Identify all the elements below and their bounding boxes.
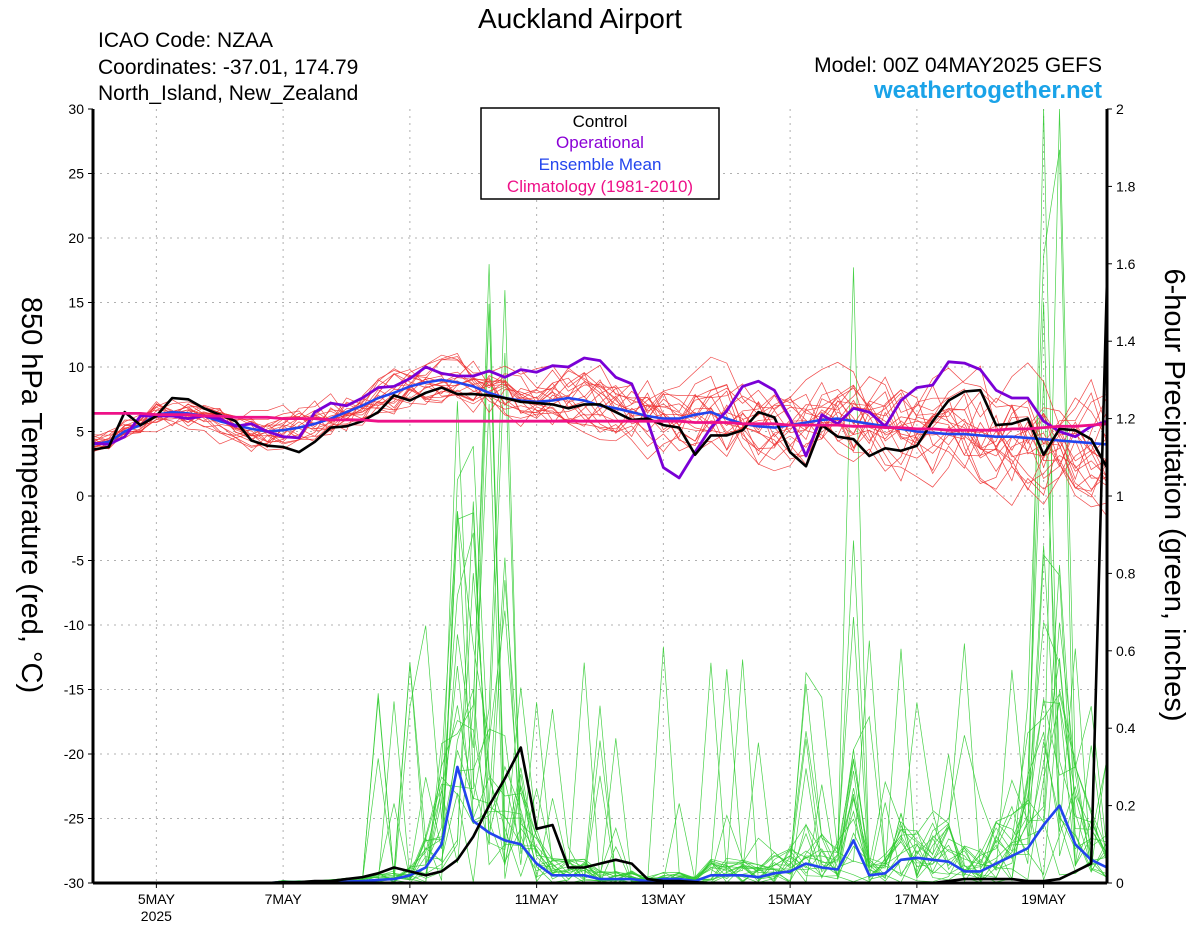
y-left-tick-label: -20 [64, 746, 84, 762]
y-right-tick-label: 1.6 [1116, 256, 1136, 272]
y-left-tick-label: 10 [68, 359, 84, 375]
temperature-member-line [92, 375, 1108, 455]
x-tick-label: 17MAY [894, 891, 940, 907]
temperature-member-line [92, 360, 1108, 495]
x-tick-label: 7MAY [265, 891, 303, 907]
y-left-tick-label: -15 [64, 682, 84, 698]
y-left-tick-label: -30 [64, 875, 84, 891]
icao-code: ICAO Code: NZAA [98, 29, 273, 52]
legend-control: Control [573, 112, 628, 131]
legend-box [480, 107, 720, 200]
x-tick-label: 9MAY [391, 891, 429, 907]
site-link[interactable]: weathertogether.net [873, 77, 1102, 104]
precip-member-line [93, 403, 1108, 884]
legend-climatology: Climatology (1981-2010) [507, 177, 693, 196]
precip-member-line [93, 512, 1108, 884]
y-axis-left-label: 850 hPa Temperature (red, °C) [15, 297, 47, 693]
y-right-tick-label: 0.2 [1116, 798, 1136, 814]
precip-member-line [93, 264, 1108, 884]
y-right-tick-label: 1.2 [1116, 411, 1136, 427]
temperature-control-line [92, 386, 1109, 490]
y-left-tick-label: 30 [68, 101, 84, 117]
chart-title: Auckland Airport [478, 3, 682, 34]
y-right-tick-label: 0.6 [1116, 643, 1136, 659]
precip-member-line [93, 510, 1108, 884]
temperature-member-line [92, 368, 1108, 469]
x-tick-label: 11MAY [515, 891, 559, 907]
precip-member-line [93, 540, 1108, 884]
precip-member-line [93, 501, 1108, 884]
y-left-tick-label: 20 [68, 230, 84, 246]
legend: Control Operational Ensemble Mean Climat… [480, 107, 720, 200]
series-lines [92, 277, 1109, 885]
x-year-label: 2025 [141, 908, 172, 924]
y-right-tick-label: 2 [1116, 101, 1124, 117]
temperature-climatology-line [93, 411, 1109, 432]
x-tick-label: 5MAY [138, 891, 176, 907]
x-tick-label: 19MAY [1021, 891, 1067, 907]
coordinates: Coordinates: -37.01, 174.79 [98, 56, 358, 79]
y-left-tick-label: -10 [64, 617, 84, 633]
precip-member-line [93, 149, 1108, 884]
y-right-tick-label: 0 [1116, 875, 1124, 891]
temperature-member-line [92, 352, 1108, 508]
x-tick-label: 15MAY [768, 891, 814, 907]
precip-member-line [93, 573, 1108, 884]
temperature-member-line [92, 375, 1108, 481]
temperature-member-line [92, 361, 1108, 482]
legend-operational: Operational [556, 133, 644, 152]
precip-member-line [93, 304, 1108, 884]
precip-member-line [93, 445, 1108, 884]
y-right-tick-label: 1 [1116, 488, 1124, 504]
y-right-tick-label: 0.8 [1116, 565, 1136, 581]
y-left-tick-label: -5 [72, 553, 85, 569]
y-right-tick-label: 0.4 [1116, 720, 1136, 736]
region: North_Island, New_Zealand [98, 82, 358, 105]
precip-member-line [93, 303, 1108, 884]
y-left-tick-label: 25 [68, 166, 84, 182]
y-left-tick-label: 5 [76, 424, 84, 440]
y-right-tick-label: 1.4 [1116, 333, 1136, 349]
grid-lines [93, 109, 1107, 883]
temperature-member-line [92, 356, 1108, 489]
precip-control-line [93, 277, 1109, 885]
y-left-tick-label: 15 [68, 295, 84, 311]
y-axis-right-label: 6-hour Precipitation (green, inches) [1158, 269, 1190, 722]
x-tick-label: 13MAY [641, 891, 687, 907]
model-run: Model: 00Z 04MAY2025 GEFS [814, 54, 1102, 77]
precip-member-line [93, 401, 1108, 884]
precip-member-line [93, 511, 1108, 884]
legend-ensemble-mean: Ensemble Mean [539, 155, 662, 174]
y-left-tick-label: -25 [64, 811, 84, 827]
y-right-tick-label: 1.8 [1116, 178, 1136, 194]
temperature-operational-line [92, 356, 1109, 480]
temperature-member-line [92, 373, 1108, 499]
y-left-tick-label: 0 [76, 488, 84, 504]
temperature-member-line [92, 374, 1108, 518]
